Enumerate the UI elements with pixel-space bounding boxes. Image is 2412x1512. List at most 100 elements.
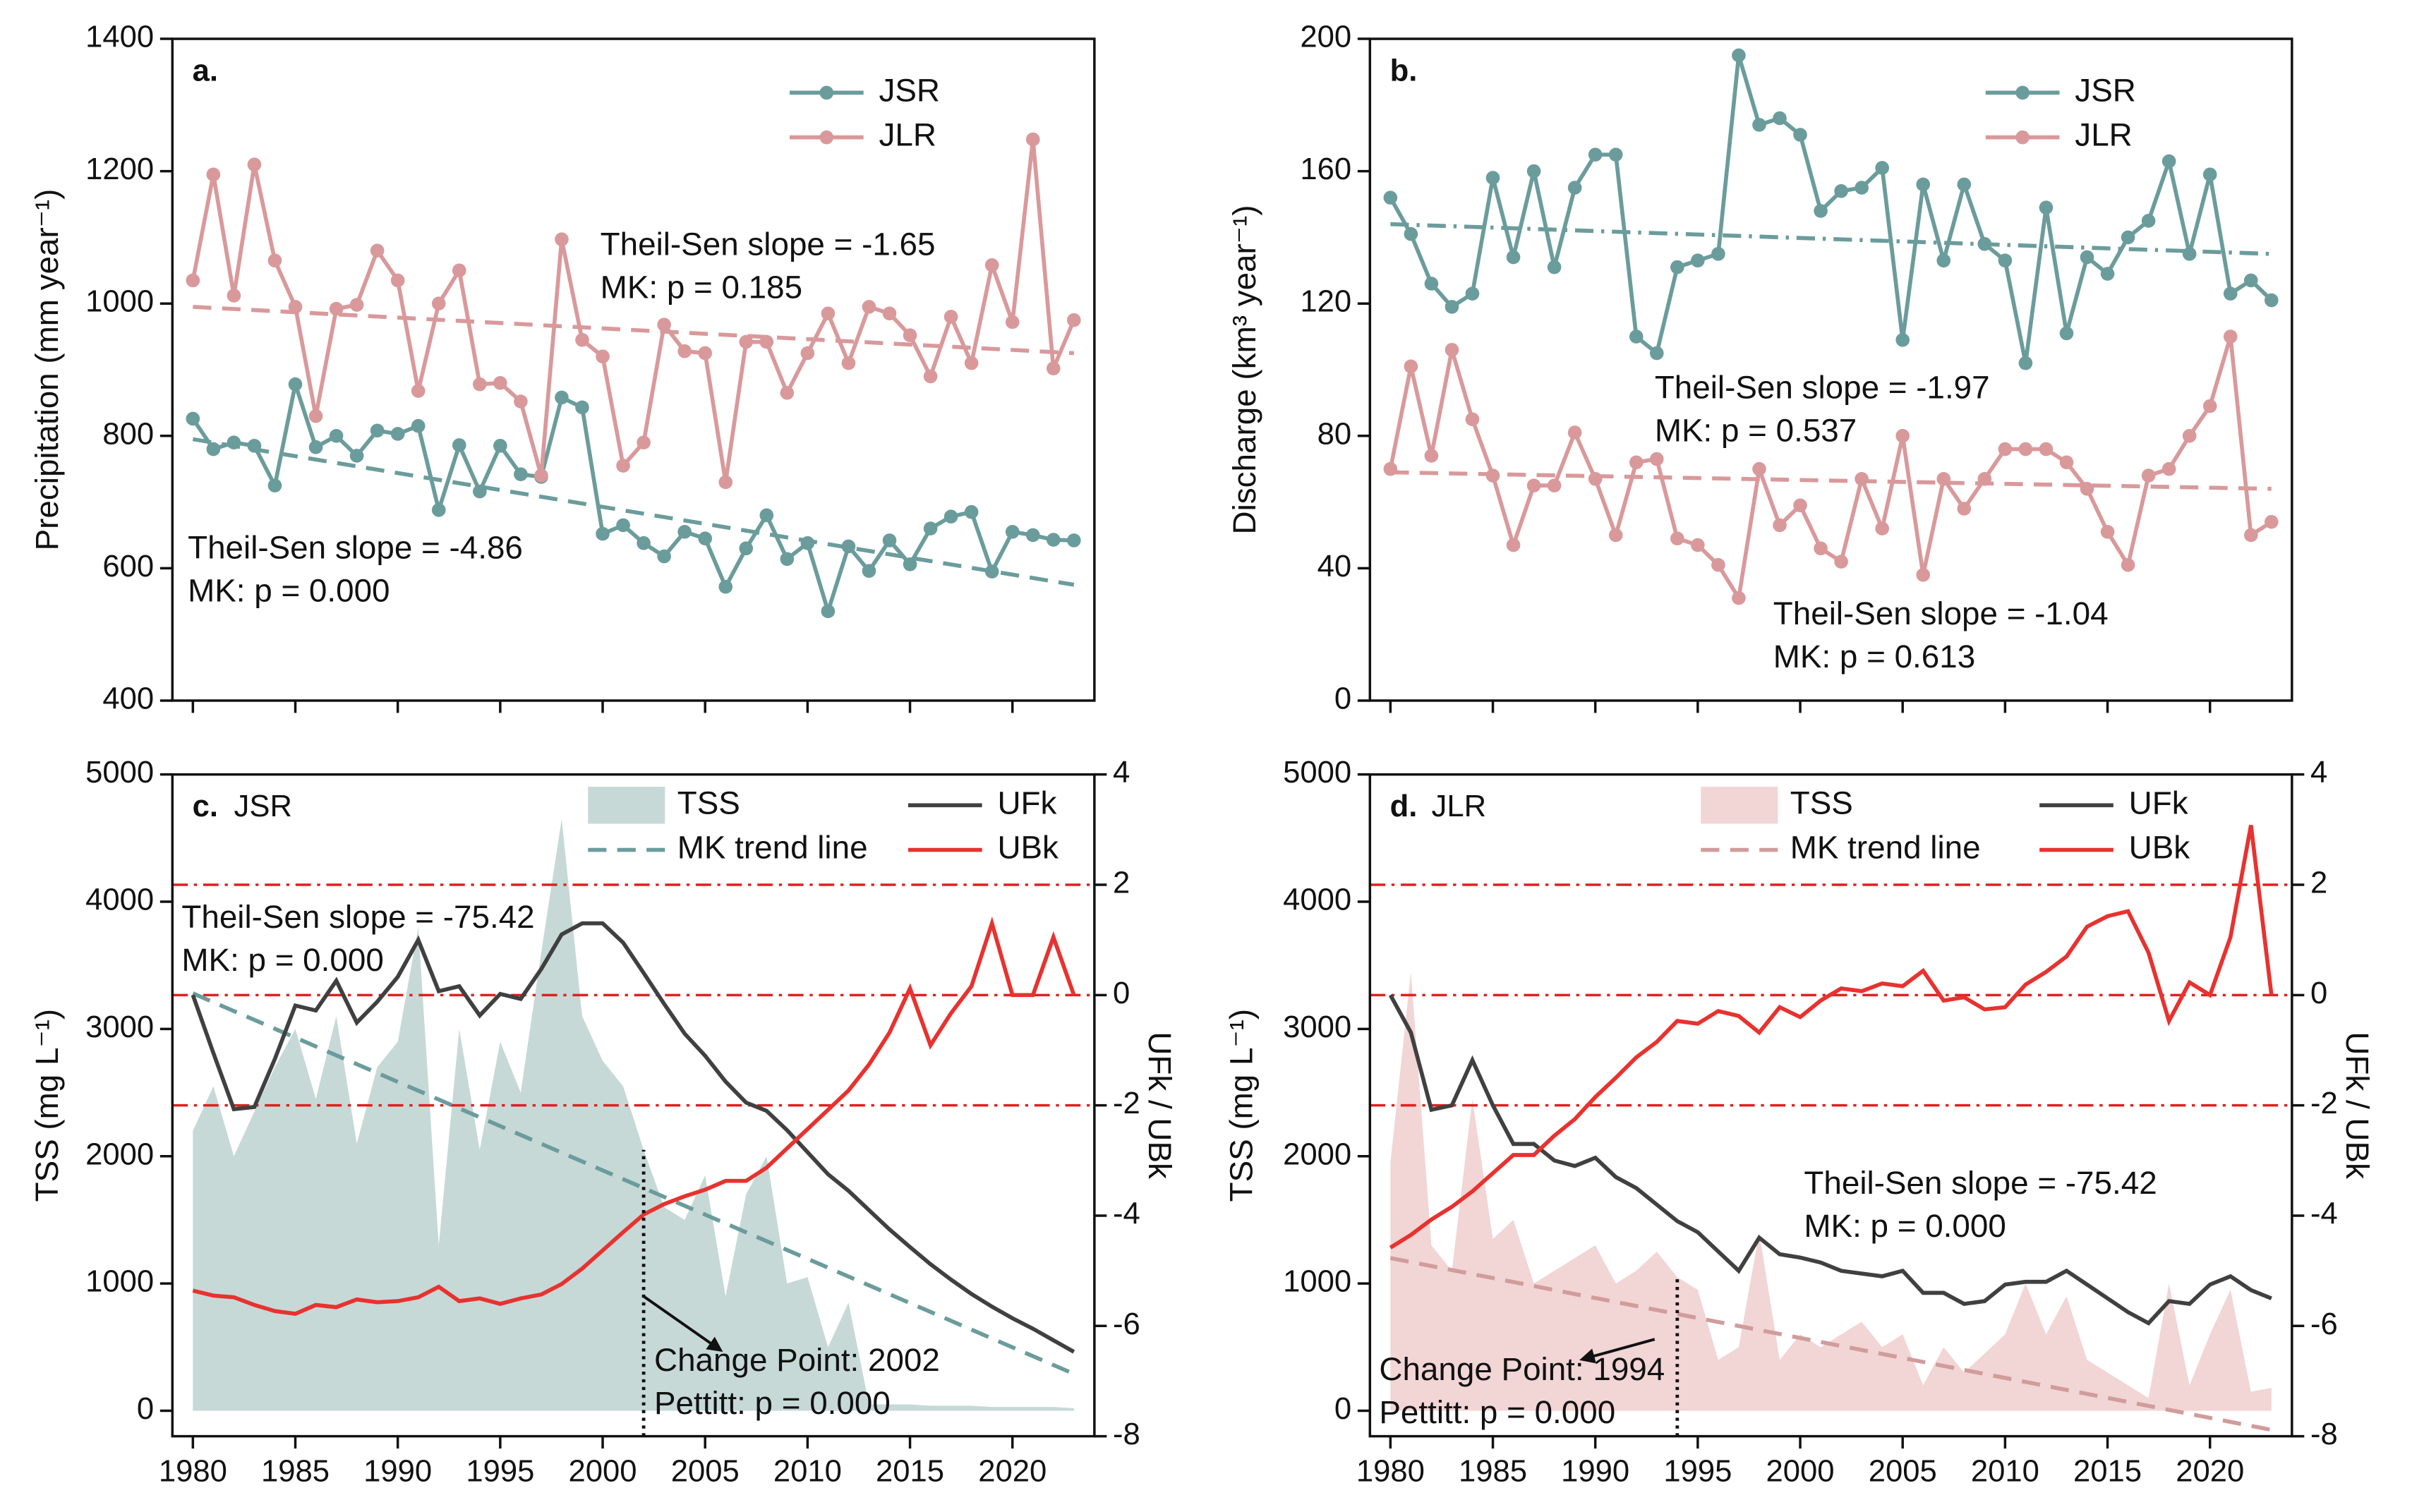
annotation: Theil-Sen slope = -1.97: [1655, 369, 1990, 405]
y-axis-label: TSS (mg L⁻¹): [29, 1009, 65, 1202]
legend-label: JLR: [879, 117, 936, 153]
point: [267, 478, 282, 492]
annotation: MK: p = 0.000: [181, 942, 383, 978]
point: [1025, 528, 1040, 543]
point: [1834, 183, 1848, 198]
point: [882, 306, 897, 321]
point: [2059, 326, 2074, 341]
annotation: Theil-Sen slope = -4.86: [188, 529, 523, 565]
point: [1691, 538, 1705, 552]
point: [1793, 498, 1807, 513]
y-tick-label: 40: [1317, 550, 1352, 583]
point: [841, 539, 856, 554]
point: [1383, 461, 1398, 476]
point: [2059, 455, 2074, 470]
annotation: MK: p = 0.537: [1655, 413, 1857, 449]
point: [943, 509, 958, 524]
point: [288, 377, 303, 392]
point: [923, 521, 938, 536]
series-line: [1388, 54, 2273, 364]
x-tick-label: 2000: [569, 1454, 637, 1488]
y-tick-label: 200: [1300, 20, 1351, 54]
point: [2223, 329, 2238, 344]
point: [800, 346, 815, 361]
y-tick-label: 1200: [85, 152, 154, 186]
y2-tick-label: -2: [1113, 1087, 1140, 1120]
point: [903, 557, 917, 571]
point: [1485, 468, 1500, 483]
y-tick-label: 0: [1334, 1392, 1351, 1426]
annotation: MK: p = 0.185: [601, 270, 802, 306]
point: [186, 273, 200, 288]
point: [1005, 524, 1020, 539]
legend-label: JSR: [879, 72, 940, 108]
annotation: Theil-Sen slope = -75.42: [181, 899, 534, 935]
legend-label: UBk: [997, 830, 1059, 866]
point: [555, 390, 569, 405]
point: [1067, 313, 1081, 327]
panel-title: JLR: [1432, 790, 1487, 823]
point: [1547, 478, 1562, 492]
point: [349, 298, 364, 312]
x-tick-label: 2015: [876, 1454, 944, 1488]
point: [2182, 428, 2197, 443]
point: [1424, 277, 1439, 291]
point: [2243, 273, 2258, 288]
point: [1424, 449, 1439, 463]
point: [411, 384, 426, 398]
point: [431, 296, 446, 311]
point: [964, 356, 979, 370]
point: [227, 435, 241, 449]
point: [1567, 181, 1582, 195]
point: [1752, 118, 1766, 132]
point: [370, 423, 385, 438]
point: [718, 579, 733, 594]
point: [1773, 518, 1787, 533]
series-line: [1389, 825, 2274, 1250]
point: [349, 449, 364, 463]
x-tick-label: 2020: [2176, 1454, 2244, 1488]
point: [1855, 181, 1869, 195]
point: [390, 427, 405, 441]
y-tick-label: 1400: [85, 20, 154, 54]
annotation: MK: p = 0.000: [188, 572, 390, 608]
point: [780, 552, 795, 567]
y-tick-label: 800: [102, 417, 154, 451]
point: [473, 484, 487, 499]
point: [964, 504, 979, 519]
point: [1485, 171, 1500, 185]
point: [288, 300, 303, 314]
x-tick-label: 2000: [1766, 1454, 1835, 1488]
series-line: [1388, 993, 2272, 1326]
y-tick-label: 120: [1300, 285, 1351, 319]
legend-label: TSS: [677, 785, 740, 821]
legend-label: TSS: [1790, 785, 1853, 821]
point: [1005, 315, 1020, 329]
point: [2202, 167, 2217, 182]
y2-tick-label: -8: [2310, 1417, 2338, 1451]
point: [534, 468, 548, 483]
series-line: [191, 921, 1075, 1354]
point: [329, 301, 344, 316]
y2-tick-label: 2: [1113, 866, 1130, 900]
point: [821, 604, 836, 619]
y2-tick-label: 0: [1113, 976, 1130, 1010]
x-tick-label: 2020: [978, 1454, 1047, 1488]
legend-swatch: [588, 787, 665, 824]
x-tick-label: 1985: [1459, 1454, 1527, 1488]
point: [2080, 250, 2094, 265]
point: [1025, 132, 1040, 147]
y-tick-label: 400: [102, 682, 154, 715]
point: [718, 475, 733, 490]
annotation: Theil-Sen slope = -1.04: [1773, 595, 2109, 631]
point: [698, 346, 713, 361]
annotation: Theil-Sen slope = -1.65: [601, 226, 936, 262]
point: [1526, 478, 1541, 492]
series-line: [192, 917, 1076, 1317]
series-line: [191, 139, 1076, 483]
point: [1670, 260, 1684, 274]
point: [862, 300, 876, 314]
point: [370, 243, 385, 258]
x-tick-label: 2005: [671, 1454, 740, 1488]
point: [2141, 468, 2156, 483]
